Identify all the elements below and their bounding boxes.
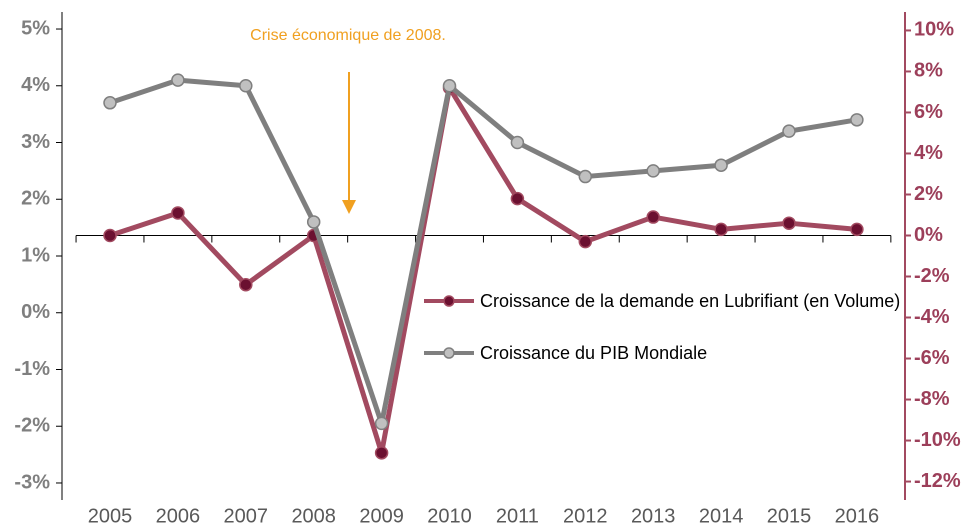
point bbox=[782, 124, 796, 138]
point bbox=[374, 416, 389, 431]
point bbox=[510, 135, 525, 150]
point bbox=[103, 228, 117, 243]
point bbox=[510, 191, 525, 206]
y2-tick-label: -10% bbox=[914, 429, 961, 451]
x-tick-label: 2005 bbox=[88, 505, 133, 527]
y-tick-label: 0% bbox=[21, 301, 50, 323]
y-tick-label: -2% bbox=[14, 415, 50, 437]
y2-tick-label: -2% bbox=[914, 265, 950, 287]
point bbox=[103, 96, 117, 110]
y-tick-label: 2% bbox=[21, 188, 50, 210]
y-tick-label: 5% bbox=[21, 17, 50, 39]
point bbox=[714, 158, 728, 172]
x-tick-label: 2007 bbox=[224, 505, 269, 527]
y2-tick-label: -8% bbox=[914, 388, 950, 410]
y2-tick-label: 4% bbox=[914, 142, 943, 164]
point bbox=[850, 222, 864, 237]
point bbox=[578, 234, 593, 249]
y2-tick-label: 10% bbox=[914, 19, 954, 41]
point bbox=[171, 206, 185, 220]
x-tick-label: 2011 bbox=[496, 505, 539, 527]
y-tick-label: -1% bbox=[14, 358, 50, 380]
y2-tick-label: -12% bbox=[914, 470, 961, 492]
point bbox=[374, 446, 389, 460]
point bbox=[646, 164, 660, 178]
x-tick-label: 2008 bbox=[291, 505, 336, 527]
point bbox=[578, 169, 593, 184]
point bbox=[239, 79, 253, 93]
x-tick-label: 2013 bbox=[631, 505, 676, 527]
y2-tick-label: 6% bbox=[914, 101, 943, 123]
y2-tick-label: 0% bbox=[914, 224, 943, 246]
point bbox=[714, 222, 728, 237]
annotation-arrowhead bbox=[342, 200, 356, 214]
point bbox=[239, 277, 253, 292]
y-tick-label: 1% bbox=[21, 244, 50, 266]
point bbox=[171, 73, 185, 87]
y-tick-label: -3% bbox=[14, 471, 50, 493]
y-tick-label: 3% bbox=[21, 131, 50, 153]
y-tick-label: 4% bbox=[21, 74, 50, 96]
point bbox=[850, 113, 864, 127]
x-tick-label: 2009 bbox=[359, 505, 404, 527]
point bbox=[782, 216, 796, 230]
x-tick-label: 2016 bbox=[835, 505, 880, 527]
x-tick-label: 2014 bbox=[699, 505, 744, 527]
point bbox=[306, 215, 321, 229]
x-tick-label: 2015 bbox=[767, 505, 812, 527]
legend-marker bbox=[443, 347, 455, 359]
legend-label: Croissance du PIB Mondiale bbox=[480, 343, 708, 363]
x-tick-label: 2010 bbox=[427, 505, 472, 527]
y2-tick-label: -4% bbox=[914, 306, 950, 328]
x-tick-label: 2012 bbox=[563, 505, 608, 527]
y2-tick-label: -6% bbox=[914, 347, 950, 369]
y2-tick-label: 2% bbox=[914, 183, 943, 205]
point bbox=[442, 79, 457, 93]
x-tick-label: 2006 bbox=[156, 505, 201, 527]
legend-marker bbox=[443, 295, 455, 307]
series-line bbox=[109, 77, 858, 426]
series-line bbox=[109, 85, 858, 456]
y2-tick-label: 8% bbox=[914, 60, 943, 82]
annotation: Crise économique de 2008. bbox=[250, 27, 446, 44]
legend-label: Croissance de la demande en Lubrifiant (… bbox=[480, 291, 901, 311]
point bbox=[646, 210, 660, 224]
